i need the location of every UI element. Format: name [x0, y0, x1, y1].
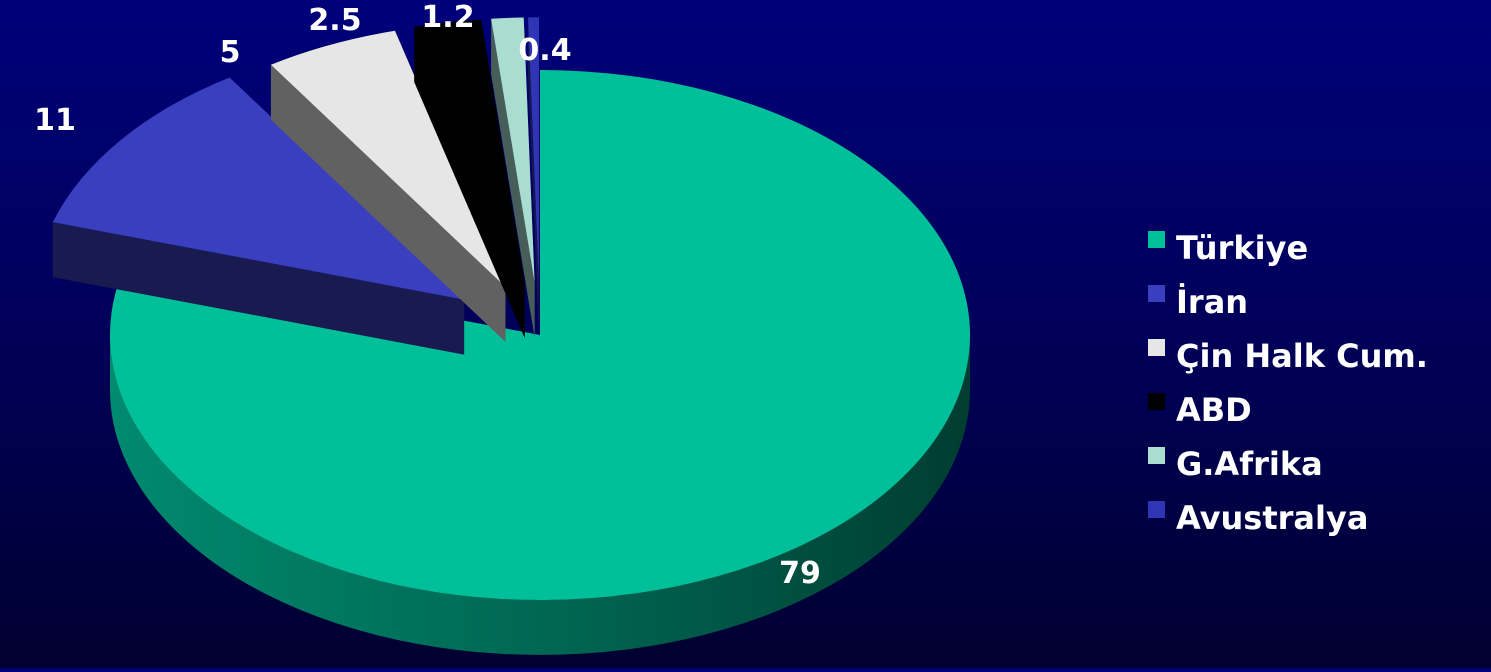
pie-slice-wall	[52, 222, 465, 355]
legend-item: Çin Halk Cum.	[1148, 337, 1428, 375]
pie-slice--in-halk-cum-	[270, 30, 506, 342]
pie-slice-wall	[414, 27, 525, 339]
legend-item: Türkiye	[1148, 229, 1308, 267]
pie-slice-side	[110, 335, 970, 655]
pie-slices	[52, 17, 971, 655]
pie-slice-top	[52, 77, 465, 300]
pie-slice-top	[110, 70, 971, 600]
pie-slice-g-afrika	[491, 17, 535, 338]
pie-slice-avustralya	[528, 17, 539, 338]
pie-slice-wall	[491, 18, 535, 338]
pie-slice-i-ran	[52, 77, 465, 355]
legend-swatch	[1148, 501, 1165, 518]
legend-item: ABD	[1148, 391, 1252, 429]
legend-swatch	[1148, 339, 1165, 356]
legend-swatch	[1148, 447, 1165, 464]
legend-swatch	[1148, 231, 1165, 248]
pie-slice-top	[491, 17, 535, 283]
legend-swatch	[1148, 393, 1165, 410]
pie-slice-top	[414, 19, 525, 284]
legend-label: Türkiye	[1176, 229, 1308, 267]
legend-label: İran	[1176, 283, 1248, 321]
legend-item: İran	[1148, 283, 1248, 321]
data-label: 79	[779, 556, 821, 591]
legend-label: Avustralya	[1176, 499, 1368, 537]
pie-slice-wall	[528, 17, 539, 338]
data-label: 11	[34, 103, 76, 138]
data-label: 0.4	[518, 33, 571, 68]
legend-item: Avustralya	[1148, 499, 1368, 537]
legend-label: ABD	[1176, 391, 1252, 429]
data-label: 1.2	[421, 0, 474, 35]
legend-swatch	[1148, 285, 1165, 302]
data-label: 5	[220, 35, 241, 70]
pie-slice-wall	[270, 64, 506, 342]
pie-data-labels: 79 11 5 2.5 1.2 0.4	[34, 0, 821, 591]
legend-label: Çin Halk Cum.	[1176, 337, 1428, 375]
legend: Türkiye İran Çin Halk Cum. ABD G.Afrika Avust…	[1148, 229, 1428, 537]
pie-slice-top	[270, 30, 506, 287]
pie-slice-top	[528, 17, 539, 283]
legend-label: G.Afrika	[1176, 445, 1323, 483]
data-label: 2.5	[308, 3, 361, 38]
pie-slice-abd	[414, 19, 525, 339]
legend-item: G.Afrika	[1148, 445, 1323, 483]
